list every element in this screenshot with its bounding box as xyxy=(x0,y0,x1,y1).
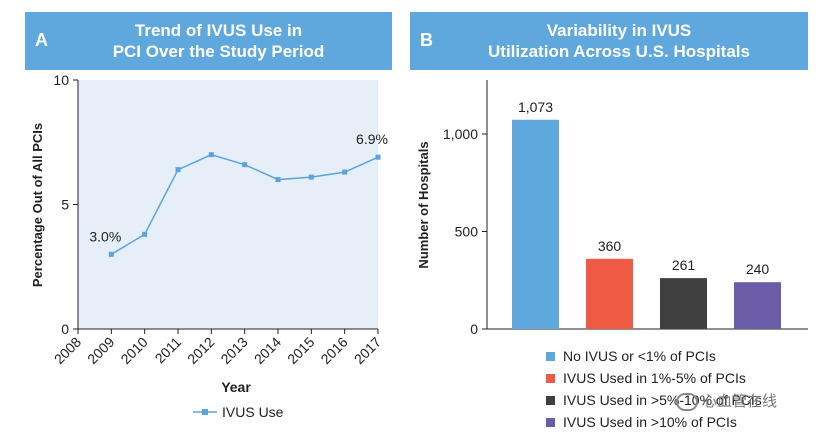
bar xyxy=(734,282,781,329)
watermark: 心血管在线 xyxy=(676,390,778,412)
y-tick-label: 5 xyxy=(61,197,69,213)
bar-value-label: 261 xyxy=(672,257,696,273)
data-point xyxy=(108,251,114,257)
bar-chart-legend: No IVUS or <1% of PCIs IVUS Used in 1%-5%… xyxy=(546,345,762,433)
y-axis-label: Number of Hospitals xyxy=(416,141,431,268)
legend-label: No IVUS or <1% of PCIs xyxy=(563,348,716,364)
panel-b-title-line2: Utilization Across U.S. Hospitals xyxy=(488,42,750,61)
bar-value-label: 240 xyxy=(746,261,770,277)
legend-swatch xyxy=(546,417,555,427)
legend-label: IVUS Used in >5%-10% of PCIs xyxy=(563,392,762,408)
wechat-icon xyxy=(676,393,698,412)
panel-b-letter: B xyxy=(420,30,433,50)
legend-item: IVUS Used in >5%-10% of PCIs xyxy=(546,389,762,411)
bar xyxy=(586,258,633,329)
x-axis-label: Year xyxy=(221,379,251,395)
y-tick-label: 1,000 xyxy=(443,126,478,142)
panel-a-letter: A xyxy=(35,30,48,50)
data-point xyxy=(342,169,348,175)
bar-value-label: 1,073 xyxy=(518,99,553,115)
data-point xyxy=(208,152,214,158)
data-point xyxy=(308,174,314,180)
data-point xyxy=(175,167,181,173)
data-label: 3.0% xyxy=(89,228,121,244)
legend-marker xyxy=(202,409,208,415)
legend-label: IVUS Used in >10% of PCIs xyxy=(563,414,737,430)
panel-b-title-line1: Variability in IVUS xyxy=(546,21,692,40)
y-axis-label: Percentage Out of All PCIs xyxy=(30,123,45,287)
bar-value-label: 360 xyxy=(598,238,622,254)
plot-area xyxy=(78,80,378,329)
legend-label: IVUS Use xyxy=(222,404,284,420)
legend-label: IVUS Used in 1%-5% of PCIs xyxy=(563,370,746,386)
bar xyxy=(660,278,707,329)
y-tick-label: 10 xyxy=(53,72,69,88)
legend-swatch xyxy=(546,351,555,361)
data-point xyxy=(375,154,381,160)
y-tick-label: 500 xyxy=(455,224,479,240)
data-point xyxy=(242,162,248,168)
data-point xyxy=(142,231,148,237)
data-point xyxy=(275,177,281,183)
watermark-text: 心血管在线 xyxy=(702,393,778,410)
legend-swatch xyxy=(546,395,555,405)
panel-b-title: Variability in IVUS Utilization Across U… xyxy=(440,20,798,62)
legend-item: No IVUS or <1% of PCIs xyxy=(546,345,762,367)
panel-a-title: Trend of IVUS Use in PCI Over the Study … xyxy=(55,20,382,62)
legend-item: IVUS Used in 1%-5% of PCIs xyxy=(546,367,762,389)
y-tick-label: 0 xyxy=(61,321,69,337)
data-label: 6.9% xyxy=(356,131,388,147)
panel-a-header: A Trend of IVUS Use in PCI Over the Stud… xyxy=(25,12,392,70)
legend-swatch xyxy=(546,373,555,383)
panel-a-title-line1: Trend of IVUS Use in xyxy=(134,21,303,40)
y-tick-label: 0 xyxy=(470,321,478,337)
panel-a-title-line2: PCI Over the Study Period xyxy=(112,42,325,61)
panel-b-header: B Variability in IVUS Utilization Across… xyxy=(410,12,808,70)
bar xyxy=(512,119,559,329)
legend-item: IVUS Used in >10% of PCIs xyxy=(546,411,762,433)
